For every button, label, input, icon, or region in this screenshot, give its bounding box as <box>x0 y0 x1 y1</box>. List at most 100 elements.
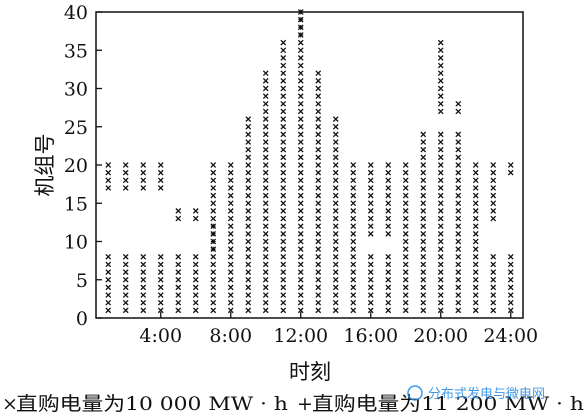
point-10000mwh <box>297 307 304 314</box>
point-10000mwh <box>297 169 304 176</box>
point-10000mwh <box>367 177 374 184</box>
point-10000mwh <box>140 261 147 268</box>
point-10000mwh <box>140 253 147 260</box>
point-10000mwh <box>367 162 374 168</box>
point-10000mwh <box>262 215 269 222</box>
point-10000mwh <box>402 215 409 222</box>
point-10000mwh <box>315 276 322 283</box>
point-10000mwh <box>105 284 112 291</box>
point-10000mwh <box>472 162 479 168</box>
point-10000mwh <box>227 208 234 214</box>
point-10000mwh <box>297 108 304 115</box>
point-10000mwh <box>420 261 427 268</box>
point-10000mwh <box>332 238 339 245</box>
point-10000mwh <box>367 276 374 283</box>
point-10000mwh <box>157 276 164 283</box>
point-10000mwh <box>140 299 147 306</box>
point-10000mwh <box>315 261 322 268</box>
point-10000mwh <box>297 284 304 291</box>
point-10000mwh <box>227 292 234 298</box>
point-10000mwh <box>455 177 462 184</box>
point-10000mwh <box>245 162 252 168</box>
point-10000mwh <box>385 230 392 237</box>
point-10000mwh <box>437 139 444 145</box>
point-10000mwh <box>280 261 287 268</box>
point-10000mwh <box>472 299 479 306</box>
point-10000mwh <box>350 269 357 275</box>
point-10000mwh <box>315 192 322 199</box>
point-10000mwh <box>210 253 217 260</box>
point-10000mwh <box>262 292 269 298</box>
point-10000mwh <box>315 123 322 130</box>
point-10000mwh <box>420 215 427 222</box>
point-10000mwh <box>157 177 164 184</box>
point-10000mwh <box>297 55 304 61</box>
point-10000mwh <box>315 169 322 176</box>
y-tick-label: 40 <box>64 2 88 24</box>
point-10000mwh <box>175 253 182 260</box>
point-10000mwh <box>297 185 304 191</box>
point-10000mwh <box>262 276 269 283</box>
point-10000mwh <box>245 307 252 314</box>
point-10000mwh <box>262 169 269 176</box>
point-10000mwh <box>280 223 287 230</box>
point-10000mwh <box>280 39 287 46</box>
point-10000mwh <box>297 123 304 130</box>
point-10000mwh <box>297 276 304 283</box>
point-10000mwh <box>262 177 269 184</box>
point-10000mwh <box>262 269 269 275</box>
point-10000mwh <box>175 215 182 222</box>
point-10000mwh <box>385 276 392 283</box>
point-10000mwh <box>420 238 427 245</box>
point-10000mwh <box>280 185 287 191</box>
point-10000mwh <box>192 253 199 260</box>
point-10000mwh <box>402 276 409 283</box>
point-10000mwh <box>385 299 392 306</box>
x-tick-label: 16:00 <box>343 325 398 347</box>
point-10000mwh <box>402 223 409 230</box>
point-10000mwh <box>157 299 164 306</box>
point-10000mwh <box>455 253 462 260</box>
point-10000mwh <box>507 269 514 275</box>
y-tick-label: 30 <box>64 79 88 101</box>
point-10000mwh <box>490 292 497 298</box>
point-10000mwh <box>157 269 164 275</box>
point-10000mwh <box>455 169 462 176</box>
point-10000mwh <box>437 192 444 199</box>
point-10000mwh <box>210 169 217 176</box>
point-10000mwh <box>402 208 409 214</box>
point-10000mwh <box>245 116 252 122</box>
point-10000mwh <box>332 261 339 268</box>
point-10000mwh <box>245 177 252 184</box>
point-10000mwh <box>402 200 409 207</box>
point-10000mwh <box>385 200 392 207</box>
point-10000mwh <box>420 253 427 260</box>
point-10000mwh <box>140 284 147 291</box>
point-10000mwh <box>385 192 392 199</box>
point-10000mwh <box>420 185 427 191</box>
point-10000mwh <box>280 269 287 275</box>
point-10000mwh <box>245 123 252 130</box>
point-10000mwh <box>262 192 269 199</box>
point-10000mwh <box>105 299 112 306</box>
point-10000mwh <box>420 146 427 153</box>
point-10000mwh <box>455 261 462 268</box>
point-10000mwh <box>227 177 234 184</box>
point-10000mwh <box>332 169 339 176</box>
point-10000mwh <box>455 192 462 199</box>
point-10000mwh <box>490 276 497 283</box>
point-10000mwh <box>332 177 339 184</box>
point-10000mwh <box>192 299 199 306</box>
point-10000mwh <box>280 55 287 61</box>
point-10000mwh <box>437 215 444 222</box>
point-11200mwh <box>298 32 304 38</box>
point-10000mwh <box>297 261 304 268</box>
point-10000mwh <box>297 62 304 69</box>
point-10000mwh <box>175 261 182 268</box>
point-10000mwh <box>437 238 444 245</box>
point-10000mwh <box>385 223 392 230</box>
point-10000mwh <box>245 154 252 161</box>
point-10000mwh <box>367 307 374 314</box>
point-10000mwh <box>472 185 479 191</box>
x-axis-title: 时刻 <box>289 360 331 384</box>
